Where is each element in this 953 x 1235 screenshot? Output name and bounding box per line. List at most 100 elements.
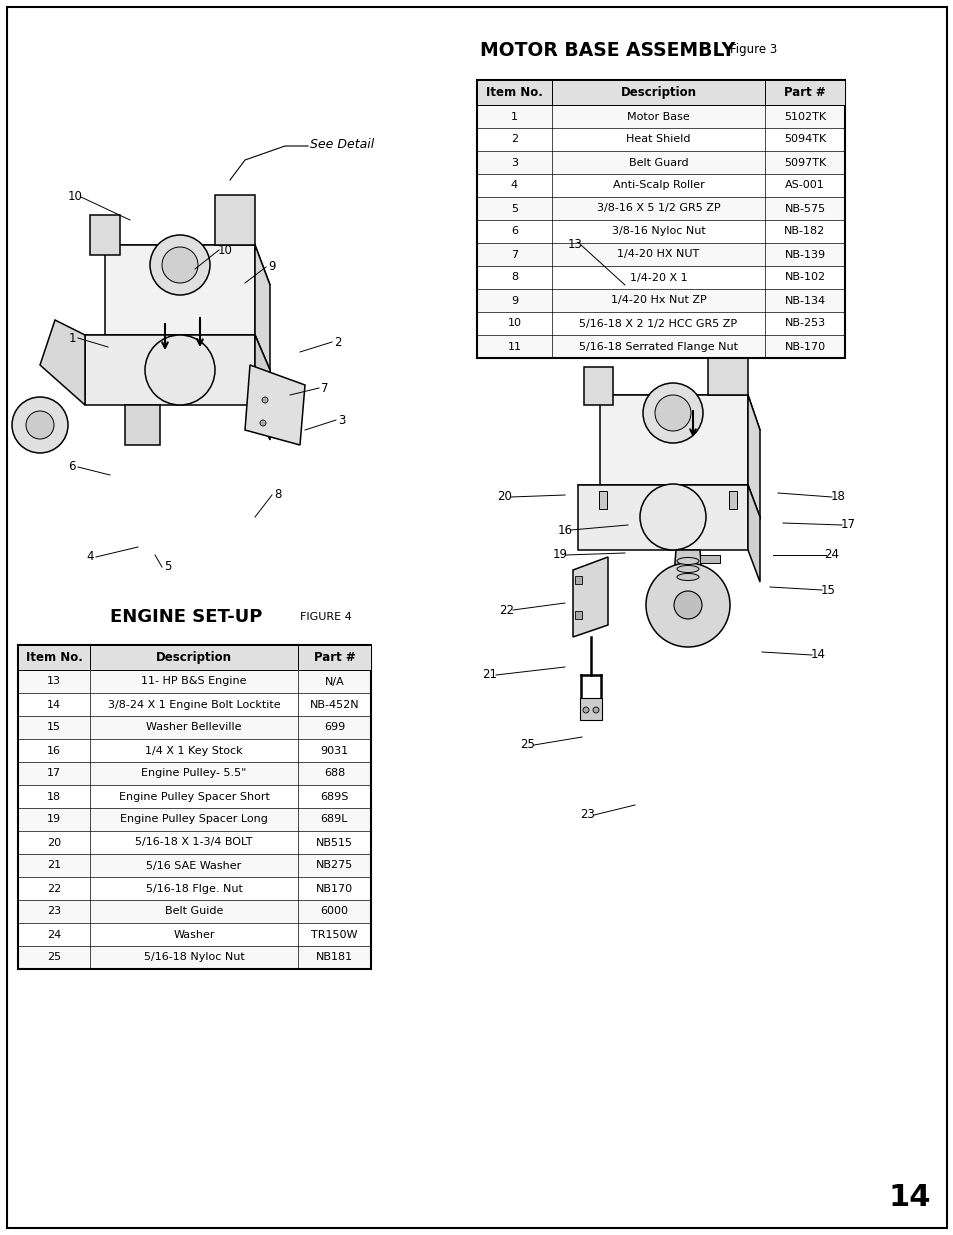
Text: 2: 2 [511,135,517,144]
Text: 689S: 689S [320,792,349,802]
Text: 4: 4 [86,551,93,563]
Text: 1/4 X 1 Key Stock: 1/4 X 1 Key Stock [145,746,243,756]
Circle shape [150,235,210,295]
Polygon shape [578,485,760,517]
Text: NB-139: NB-139 [783,249,824,259]
Text: NB-102: NB-102 [783,273,824,283]
Text: 17: 17 [840,519,855,531]
Polygon shape [583,367,613,405]
Text: Part #: Part # [314,651,355,664]
Polygon shape [254,335,270,440]
Polygon shape [105,245,254,335]
Ellipse shape [677,557,699,564]
Circle shape [260,420,266,426]
Text: N/A: N/A [324,677,344,687]
Circle shape [673,592,701,619]
Text: NB-575: NB-575 [783,204,824,214]
Text: 1/4-20 X 1: 1/4-20 X 1 [629,273,686,283]
Bar [18,693,371,716]
Bar [18,716,371,739]
Text: 4: 4 [511,180,517,190]
Bar [18,900,371,923]
Text: 23: 23 [580,809,595,821]
Text: TR150W: TR150W [311,930,357,940]
Text: Description: Description [619,86,696,99]
Text: 23: 23 [47,906,61,916]
Polygon shape [214,195,254,245]
Bar [476,243,844,266]
Text: NB-182: NB-182 [783,226,824,236]
Text: 5097TK: 5097TK [783,158,825,168]
Text: Item No.: Item No. [26,651,82,664]
Circle shape [262,396,268,403]
Text: 20: 20 [47,837,61,847]
Bar [18,739,371,762]
Polygon shape [85,335,254,405]
Text: 699: 699 [323,722,345,732]
Text: 25: 25 [47,952,61,962]
Text: Motor Base: Motor Base [626,111,689,121]
Text: 16: 16 [47,746,61,756]
Text: 3: 3 [338,414,345,426]
Polygon shape [707,347,747,395]
Text: 24: 24 [823,548,839,562]
Text: NB275: NB275 [315,861,353,871]
Text: 6: 6 [511,226,517,236]
Text: 24: 24 [47,930,61,940]
Polygon shape [573,557,607,637]
Text: 8: 8 [511,273,517,283]
Polygon shape [578,485,747,550]
Bar [18,877,371,900]
Bar [18,831,371,853]
Bar [476,105,844,128]
Text: NB-134: NB-134 [783,295,824,305]
Text: 5/16-18 X 2 1/2 HCC GR5 ZP: 5/16-18 X 2 1/2 HCC GR5 ZP [578,319,737,329]
Text: 22: 22 [499,604,514,616]
Text: AS-001: AS-001 [784,180,824,190]
Text: 5/16-18 Flge. Nut: 5/16-18 Flge. Nut [146,883,242,893]
Text: 5/16 SAE Washer: 5/16 SAE Washer [146,861,241,871]
Text: NB-452N: NB-452N [310,699,359,709]
Text: 1/4-20 Hx Nut ZP: 1/4-20 Hx Nut ZP [610,295,705,305]
Text: ENGINE SET-UP: ENGINE SET-UP [110,608,262,626]
Bar [476,312,844,335]
Text: 25: 25 [520,739,535,752]
Text: FIGURE 4: FIGURE 4 [299,613,352,622]
Bar [476,151,844,174]
Text: 14: 14 [888,1182,930,1212]
Text: Figure 3: Figure 3 [729,43,777,57]
Text: Engine Pulley- 5.5": Engine Pulley- 5.5" [141,768,247,778]
Text: See Detail: See Detail [310,138,374,152]
Text: 5/16-18 Nyloc Nut: 5/16-18 Nyloc Nut [144,952,244,962]
Polygon shape [90,215,120,254]
Text: 21: 21 [482,668,497,682]
Text: NB-170: NB-170 [783,342,824,352]
Text: 18: 18 [830,490,844,504]
Text: Heat Shield: Heat Shield [625,135,690,144]
Bar [18,671,371,693]
Circle shape [12,396,68,453]
Bar [18,645,371,671]
Polygon shape [673,550,701,576]
Text: 16: 16 [557,524,572,536]
Bar [476,266,844,289]
Text: 11- HP B&S Engine: 11- HP B&S Engine [141,677,247,687]
Circle shape [642,383,702,443]
Text: 10: 10 [507,319,521,329]
Text: NB-253: NB-253 [783,319,824,329]
Circle shape [593,706,598,713]
Text: 13: 13 [47,677,61,687]
Bar [476,128,844,151]
Circle shape [639,484,705,550]
Polygon shape [254,245,270,375]
Text: 19: 19 [552,548,567,562]
Text: Engine Pulley Spacer Long: Engine Pulley Spacer Long [120,815,268,825]
Text: 14: 14 [47,699,61,709]
Text: Belt Guide: Belt Guide [165,906,223,916]
Bar [18,645,371,969]
Bar [18,946,371,969]
Text: 21: 21 [47,861,61,871]
Bar [476,198,844,220]
Text: Part #: Part # [783,86,825,99]
Text: 5/16-18 X 1-3/4 BOLT: 5/16-18 X 1-3/4 BOLT [135,837,253,847]
